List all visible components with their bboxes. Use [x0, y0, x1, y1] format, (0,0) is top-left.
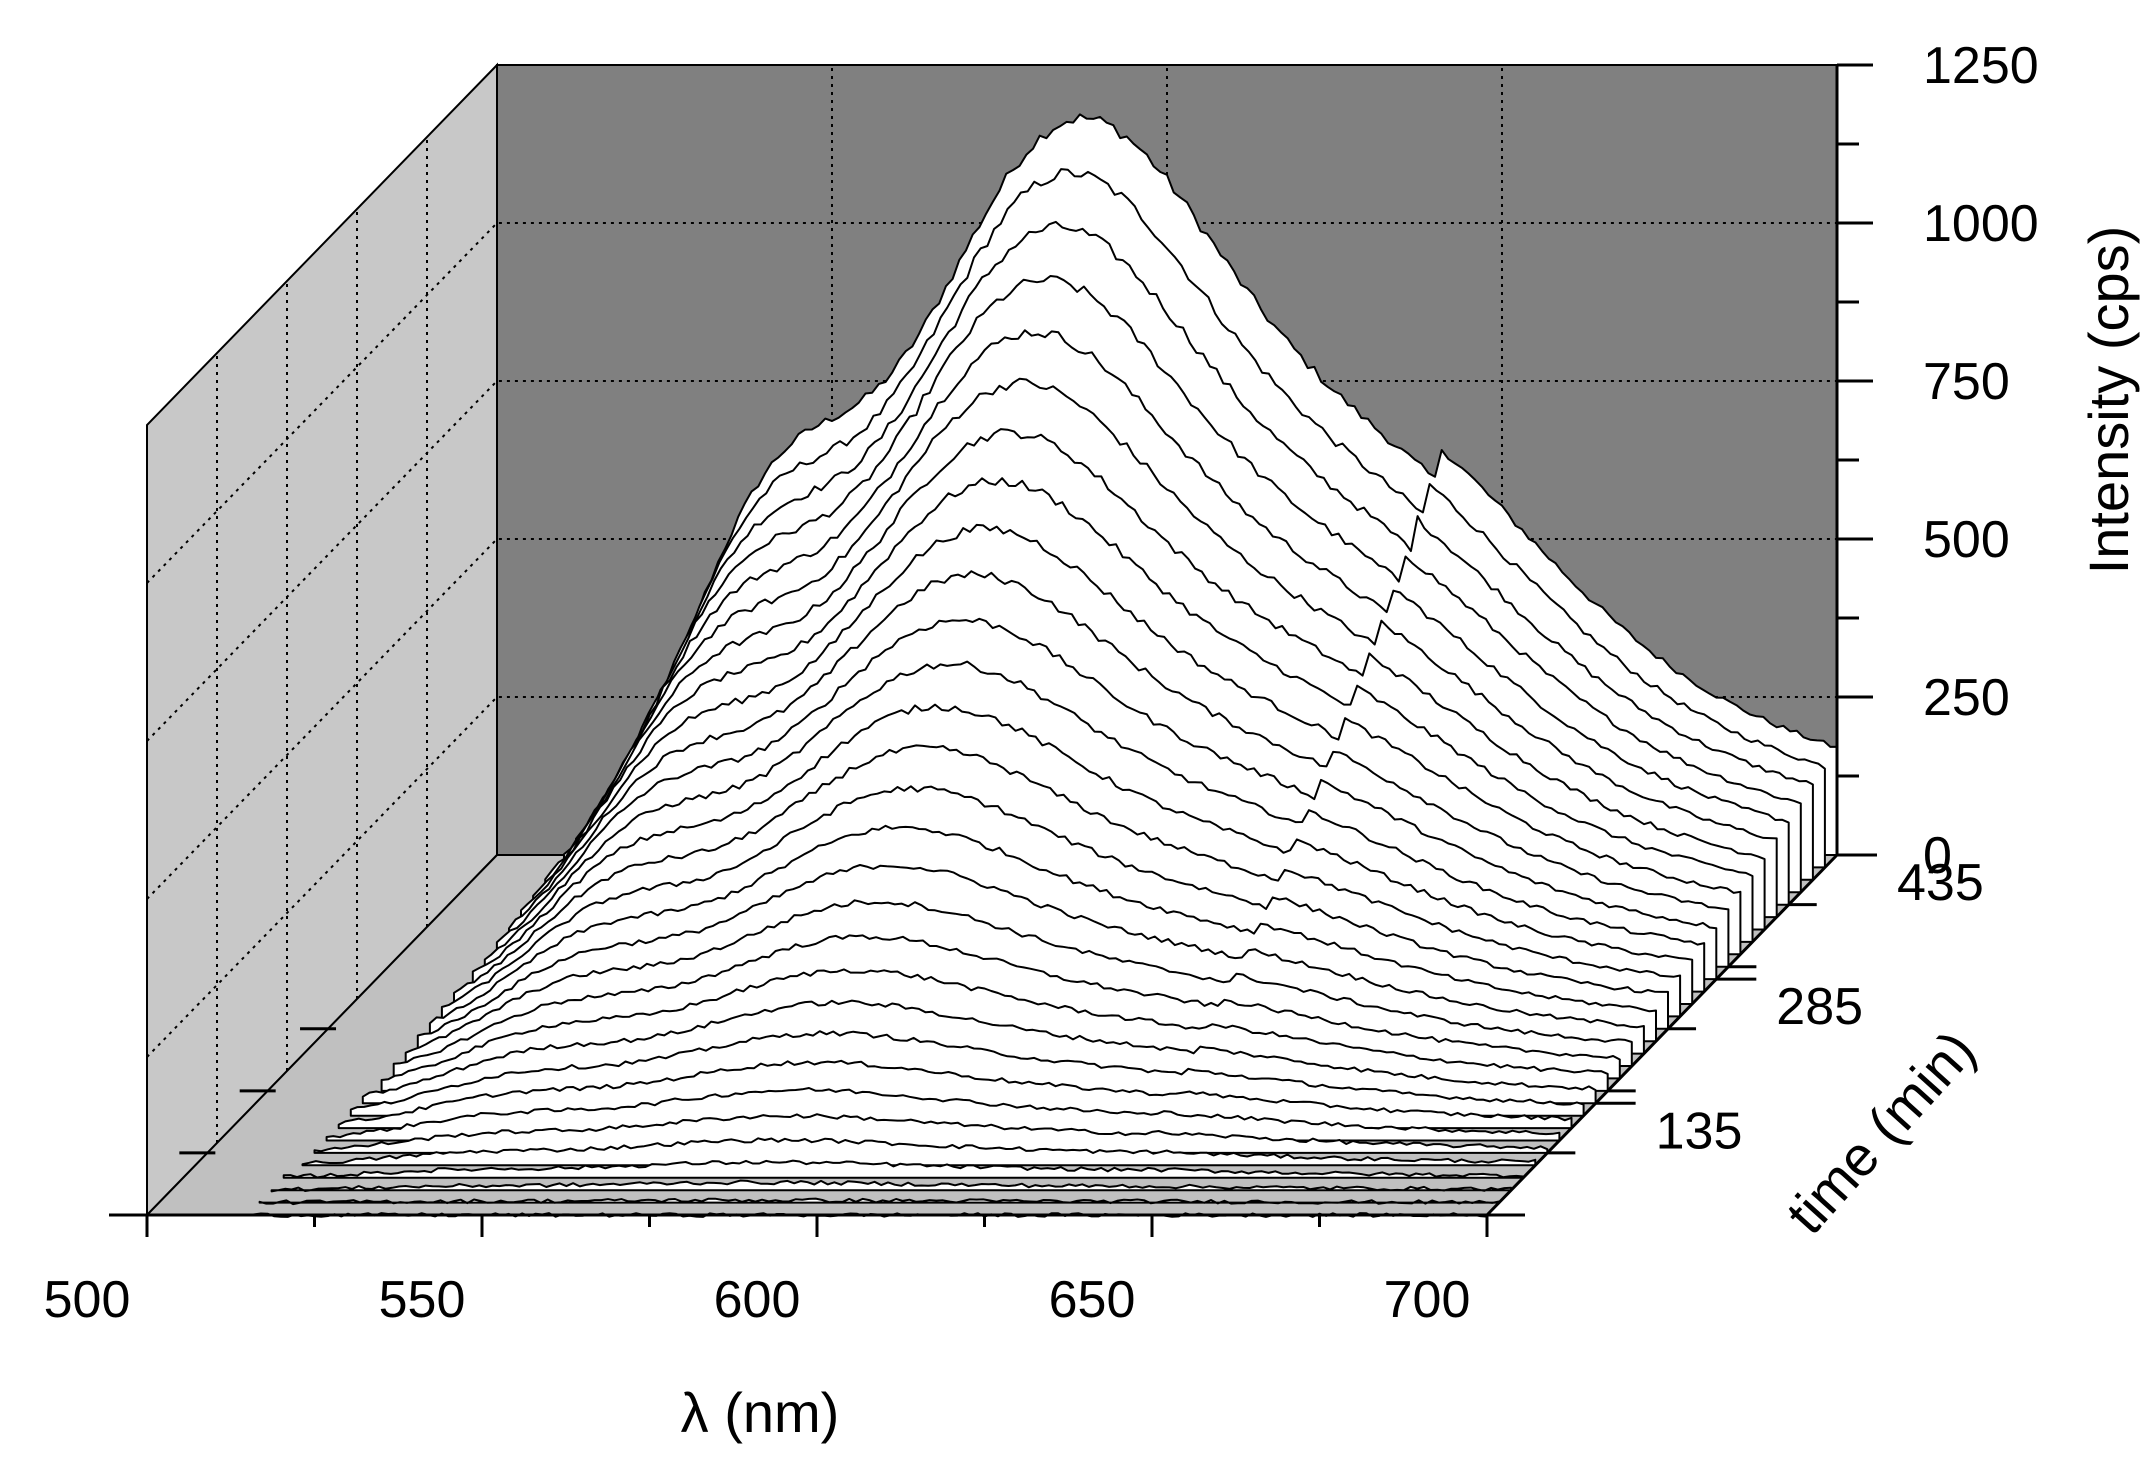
- z-tick-label: 750: [1923, 353, 2010, 411]
- z-tick-label: 500: [1923, 511, 2010, 569]
- spectrum-15min: [258, 1197, 1501, 1206]
- y-axis-line: [1485, 853, 1839, 1217]
- spectrum-60min: [301, 1137, 1537, 1167]
- x-tick-label: 550: [379, 1271, 466, 1329]
- spectra-group: [246, 113, 1838, 1218]
- spectrum-30min: [270, 1179, 1513, 1193]
- x-tick-label: 650: [1049, 1271, 1136, 1329]
- x-tick-label: 500: [44, 1271, 131, 1329]
- tick-labels: 500 550 600 650 700 0 250 500 750 1000 1250 135 285 4…: [44, 37, 2039, 1329]
- x-tick-label: 600: [714, 1271, 801, 1329]
- z-tick-label: 250: [1923, 669, 2010, 727]
- y-tick-label: 285: [1776, 978, 1863, 1036]
- x-tick-label: 700: [1384, 1271, 1471, 1329]
- z-tick-label: 1000: [1923, 195, 2039, 253]
- x-axis-title: λ (nm): [681, 1381, 840, 1444]
- z-axis-title: Intensity (cps): [2077, 226, 2140, 575]
- chart-axes: [109, 63, 1877, 1237]
- y-tick-label: 435: [1897, 854, 1984, 912]
- z-tick-label: 1250: [1923, 37, 2039, 95]
- z-tick-label: 0: [1923, 827, 1952, 885]
- y-axis-title: time (min): [1774, 1018, 1987, 1245]
- y-tick-label: 135: [1656, 1102, 1743, 1160]
- spectrum-75min: [313, 1113, 1549, 1154]
- spectrum-45min: [282, 1159, 1525, 1179]
